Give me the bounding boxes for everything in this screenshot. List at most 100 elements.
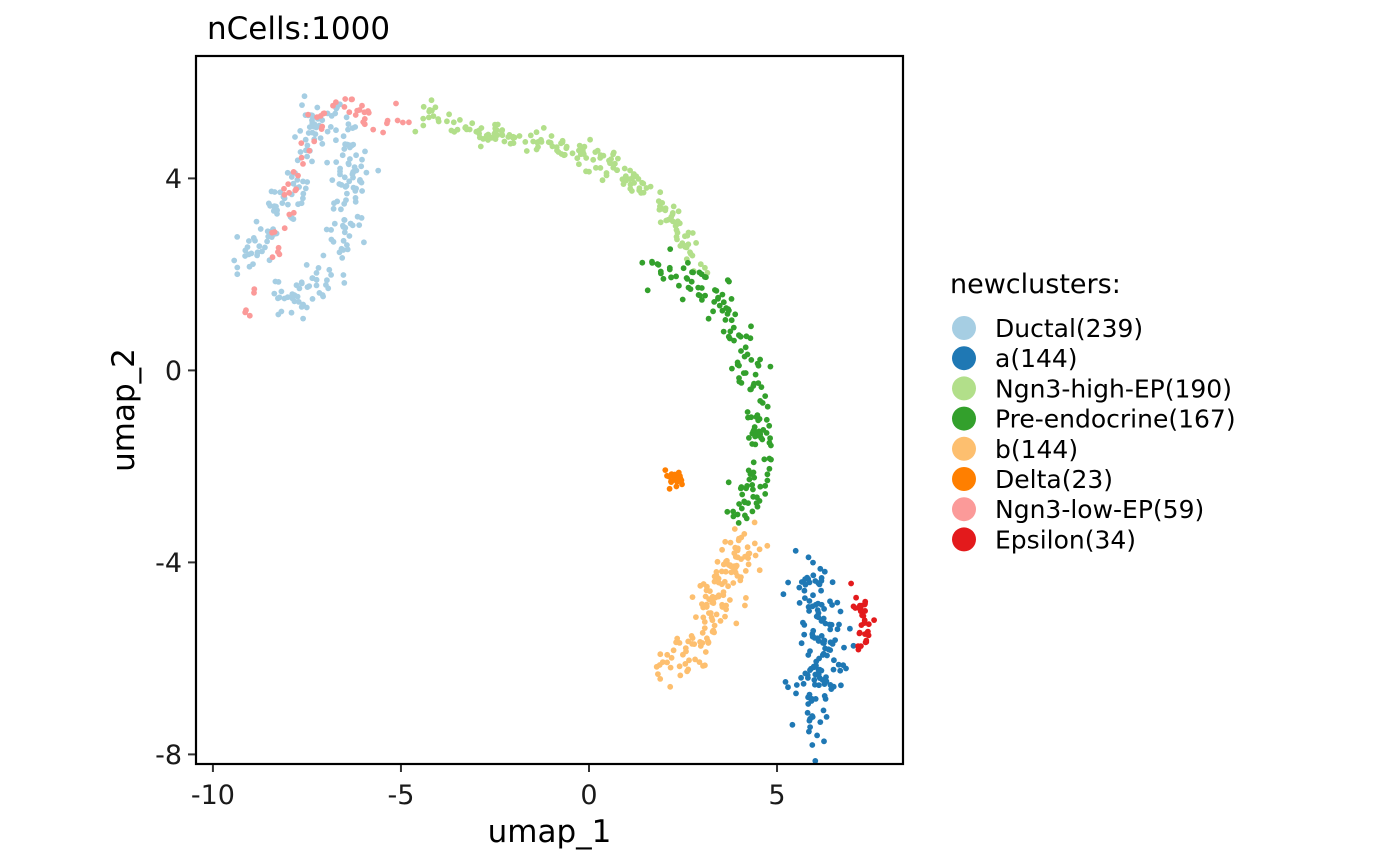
point-b [703, 601, 710, 608]
point-a [807, 667, 813, 673]
point-pre-endocrine [739, 491, 746, 498]
point-b [664, 659, 670, 666]
point-pre-endocrine [761, 456, 768, 463]
legend-label: b(144) [995, 435, 1078, 464]
point-ngn3-high-ep [621, 165, 628, 172]
point-pre-endocrine [668, 274, 675, 281]
point-ngn3-high-ep [682, 243, 688, 249]
point-ngn3-high-ep [563, 143, 570, 150]
point-ngn3-high-ep [432, 104, 439, 111]
point-b [730, 567, 737, 574]
point-ductal [271, 203, 278, 210]
point-ductal [295, 201, 301, 208]
point-delta [666, 473, 673, 480]
point-ductal [333, 127, 339, 134]
point-ngn3-low-ep [311, 138, 318, 145]
point-ductal [350, 184, 357, 191]
point-ductal [341, 280, 348, 286]
point-ductal [289, 291, 296, 297]
point-pre-endocrine [738, 505, 745, 512]
point-ductal [343, 114, 350, 121]
point-ductal [299, 102, 305, 108]
point-ngn3-low-ep [285, 181, 292, 188]
point-b [756, 567, 763, 574]
point-a [802, 595, 808, 601]
point-ngn3-high-ep [420, 115, 427, 122]
point-b [700, 614, 707, 621]
point-pre-endocrine [695, 284, 702, 291]
point-ngn3-low-ep [281, 185, 287, 192]
point-ductal [375, 167, 382, 174]
point-a [811, 677, 818, 683]
point-ngn3-low-ep [342, 96, 349, 102]
legend: Ductal(239)a(144)Ngn3-high-EP(190)Pre-en… [952, 314, 1236, 554]
point-ductal [265, 200, 272, 207]
point-ductal [298, 280, 305, 287]
point-ngn3-low-ep [286, 189, 292, 196]
point-ductal [320, 293, 326, 300]
point-a [785, 579, 791, 586]
point-a [807, 724, 813, 730]
point-a [821, 738, 827, 745]
point-b [727, 597, 733, 603]
point-ductal [356, 222, 363, 229]
point-b [745, 561, 752, 568]
y-tick-label: 4 [165, 164, 182, 195]
point-ngn3-high-ep [593, 164, 599, 171]
point-ngn3-high-ep [477, 143, 484, 150]
point-pre-endocrine [737, 485, 744, 492]
point-ngn3-low-ep [354, 107, 361, 114]
point-ngn3-high-ep [677, 243, 684, 249]
point-a [793, 690, 799, 697]
point-ductal [297, 127, 304, 134]
point-ductal [347, 220, 354, 227]
point-b [682, 661, 689, 667]
point-a [793, 682, 800, 688]
x-tick-label: -5 [387, 780, 414, 811]
point-ductal [313, 282, 320, 289]
point-ductal [350, 174, 356, 181]
point-ductal [331, 220, 338, 227]
point-pre-endocrine [730, 324, 737, 331]
point-pre-endocrine [762, 491, 769, 497]
point-b [720, 589, 727, 595]
point-ngn3-high-ep [425, 114, 432, 121]
point-a [834, 599, 841, 606]
point-pre-endocrine [763, 416, 770, 423]
point-a [806, 728, 812, 735]
point-ngn3-high-ep [510, 135, 516, 141]
point-ngn3-high-ep [599, 177, 606, 184]
point-ductal [327, 124, 334, 130]
point-b [689, 641, 696, 647]
point-pre-endocrine [764, 403, 771, 410]
point-b [721, 578, 728, 585]
point-ductal [341, 229, 348, 236]
point-ductal [324, 159, 330, 166]
point-a [801, 631, 808, 638]
point-a [829, 579, 836, 586]
point-b [657, 651, 664, 658]
point-ductal [337, 168, 343, 175]
point-ductal [339, 152, 346, 159]
point-b [742, 602, 748, 609]
point-ductal [357, 177, 363, 183]
point-ductal [330, 238, 337, 245]
x-axis-title: umap_1 [488, 814, 612, 850]
point-ductal [346, 233, 353, 239]
point-ductal [359, 188, 365, 194]
point-pre-endocrine [742, 512, 748, 519]
point-epsilon [862, 639, 869, 646]
point-a [824, 652, 830, 659]
legend-label: Pre-endocrine(167) [995, 405, 1236, 434]
point-b [745, 555, 751, 561]
point-ngn3-high-ep [444, 118, 450, 125]
point-ductal [346, 178, 353, 185]
point-ngn3-high-ep [657, 189, 664, 196]
point-ductal [313, 270, 320, 276]
point-a [847, 625, 853, 632]
point-pre-endocrine [654, 261, 661, 267]
point-a [809, 742, 816, 748]
point-ductal [304, 284, 311, 290]
point-a [821, 637, 828, 644]
point-ductal [344, 242, 350, 248]
